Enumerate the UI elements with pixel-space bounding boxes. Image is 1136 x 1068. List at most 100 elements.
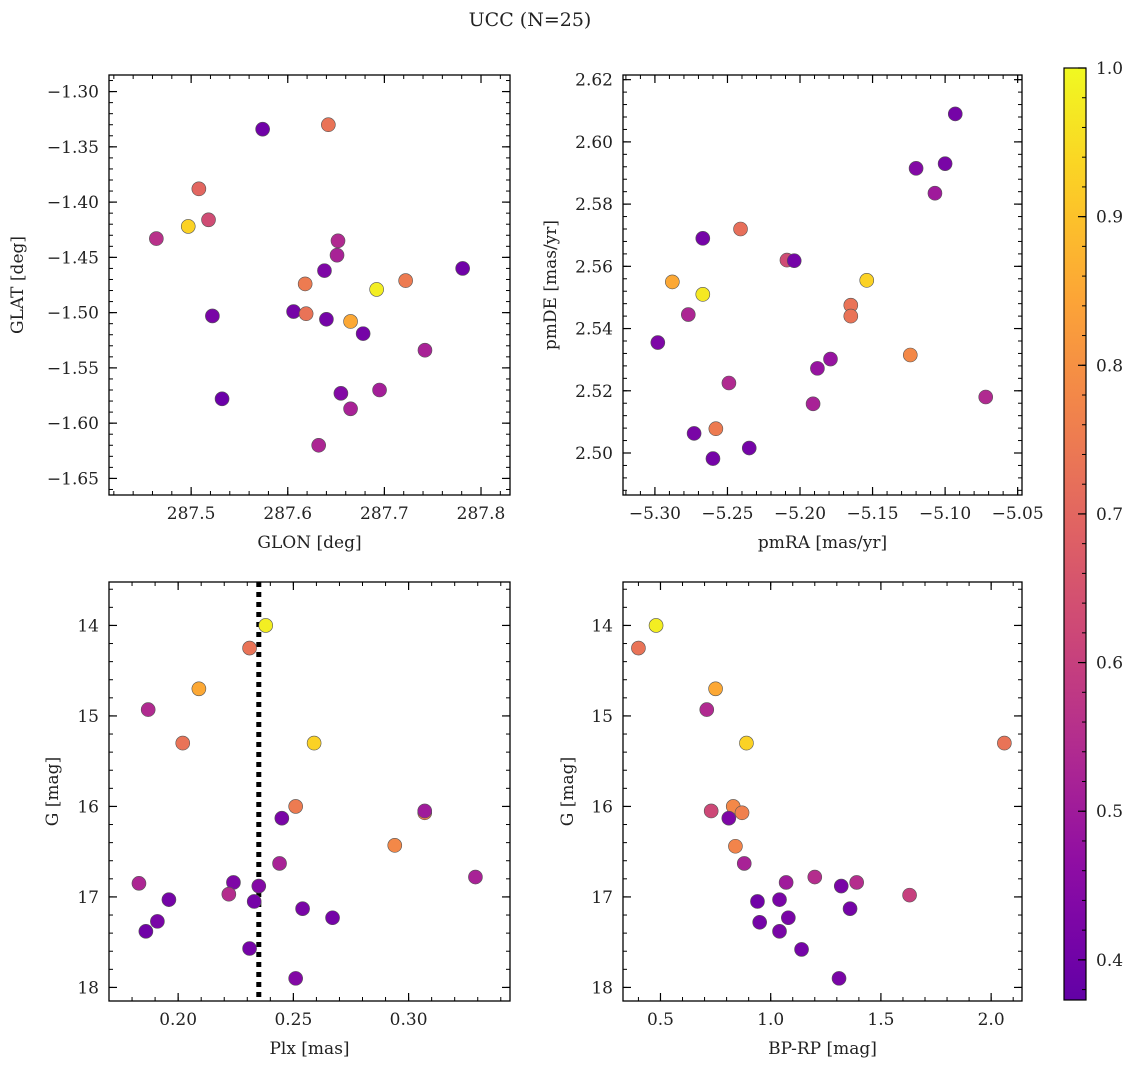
y-tick-label: −1.45 xyxy=(47,248,99,268)
data-point xyxy=(750,894,765,909)
data-point xyxy=(355,326,371,341)
data-point xyxy=(648,618,664,633)
data-point xyxy=(297,276,313,292)
y-tick-label: 2.54 xyxy=(575,320,613,340)
data-point xyxy=(833,878,849,894)
y-tick-label: 2.56 xyxy=(575,257,613,277)
data-point xyxy=(150,914,165,929)
data-point xyxy=(242,941,257,956)
data-point xyxy=(859,273,875,288)
data-point xyxy=(741,440,757,456)
data-point xyxy=(631,640,646,656)
data-point xyxy=(369,282,384,297)
data-point xyxy=(288,971,303,986)
y-tick-label: 15 xyxy=(77,707,99,727)
data-point xyxy=(272,856,287,871)
x-tick-label: 0.5 xyxy=(647,1010,674,1030)
data-point xyxy=(778,875,794,890)
y-tick-label: 16 xyxy=(591,797,613,817)
data-point xyxy=(246,894,262,909)
data-point xyxy=(805,396,821,412)
figure-title: UCC (N=25) xyxy=(469,9,592,31)
data-point xyxy=(468,869,483,885)
data-point xyxy=(138,924,154,939)
axes-frame xyxy=(622,581,1023,1002)
data-point xyxy=(317,263,332,278)
data-point xyxy=(736,856,752,871)
x-tick-label: 2.0 xyxy=(978,1010,1005,1030)
y-tick-label: 17 xyxy=(591,888,613,908)
data-point xyxy=(329,247,345,263)
data-point xyxy=(810,361,825,376)
colorbar-tick-label: 1.0 xyxy=(1096,59,1123,79)
data-point xyxy=(908,161,924,176)
data-point xyxy=(772,924,787,939)
data-point xyxy=(978,389,994,405)
y-tick-label: −1.50 xyxy=(47,304,99,324)
data-point xyxy=(321,117,336,133)
colorbar-gradient xyxy=(1063,67,1087,1001)
colorbar-tick-label: 0.7 xyxy=(1096,505,1123,525)
x-axis-label: Plx [mas] xyxy=(269,1039,349,1059)
data-point xyxy=(221,886,237,902)
x-tick-label: 0.25 xyxy=(274,1010,312,1030)
x-tick-label: 0.30 xyxy=(390,1010,428,1030)
data-point xyxy=(140,702,156,717)
data-point xyxy=(902,347,918,363)
y-tick-label: 2.50 xyxy=(575,444,613,464)
y-tick-label: −1.35 xyxy=(47,138,99,158)
data-point xyxy=(191,181,207,197)
panel-glon-glat: 287.5 287.6 287.7 287.8 −1.65 −1.60 −1.55 −1.50… xyxy=(8,74,511,553)
data-point xyxy=(298,306,314,322)
data-point xyxy=(286,304,301,319)
data-point xyxy=(251,878,267,894)
data-point xyxy=(686,426,702,441)
data-point xyxy=(398,273,413,288)
data-point xyxy=(343,401,358,417)
panel-plx-g: 0.20 0.25 0.30 14 15 16 17 18 Plx [mas] G [mag] xyxy=(43,581,511,1059)
y-tick-label: 18 xyxy=(77,978,99,998)
data-point xyxy=(733,221,748,237)
y-tick-label: 15 xyxy=(591,707,613,727)
data-point xyxy=(849,875,864,890)
data-point xyxy=(842,901,858,916)
y-tick-label: −1.55 xyxy=(47,359,99,379)
data-point xyxy=(295,901,310,916)
x-axis-label: BP-RP [mag] xyxy=(768,1039,877,1059)
data-point xyxy=(455,261,470,276)
x-axis-label: pmRA [mas/yr] xyxy=(758,533,887,553)
x-tick-label: 287.5 xyxy=(167,504,216,524)
data-point xyxy=(205,308,220,324)
data-point xyxy=(325,910,340,926)
data-point xyxy=(149,231,164,246)
data-point xyxy=(772,892,787,907)
y-axis-label: GLAT [deg] xyxy=(8,236,28,334)
panel-pmra-pmde: −5.30 −5.25 −5.20 −5.15 −5.10 −5.05 2.50 2.52 2.… xyxy=(541,71,1044,553)
data-point xyxy=(708,681,723,697)
data-point xyxy=(739,735,754,751)
axes-frame xyxy=(108,74,511,496)
data-point xyxy=(902,887,917,903)
data-point xyxy=(705,451,721,466)
data-point xyxy=(242,640,257,656)
data-point xyxy=(786,253,802,269)
data-point xyxy=(695,231,711,246)
y-tick-label: 2.58 xyxy=(575,195,613,215)
y-axis-label: G [mag] xyxy=(558,757,578,826)
y-tick-label: −1.65 xyxy=(47,469,99,489)
data-point xyxy=(306,735,322,751)
data-point xyxy=(680,307,696,322)
data-point xyxy=(333,386,349,401)
y-tick-label: 18 xyxy=(591,978,613,998)
data-point xyxy=(734,805,750,821)
data-point xyxy=(997,735,1012,751)
data-point xyxy=(831,971,847,986)
x-tick-label: −5.10 xyxy=(919,504,971,524)
axes-frame xyxy=(108,581,511,1002)
x-axis-label: GLON [deg] xyxy=(257,533,361,553)
data-point xyxy=(807,869,823,885)
data-point xyxy=(665,274,680,290)
x-tick-label: −5.30 xyxy=(629,504,681,524)
data-point xyxy=(937,156,953,171)
data-point xyxy=(721,810,737,826)
